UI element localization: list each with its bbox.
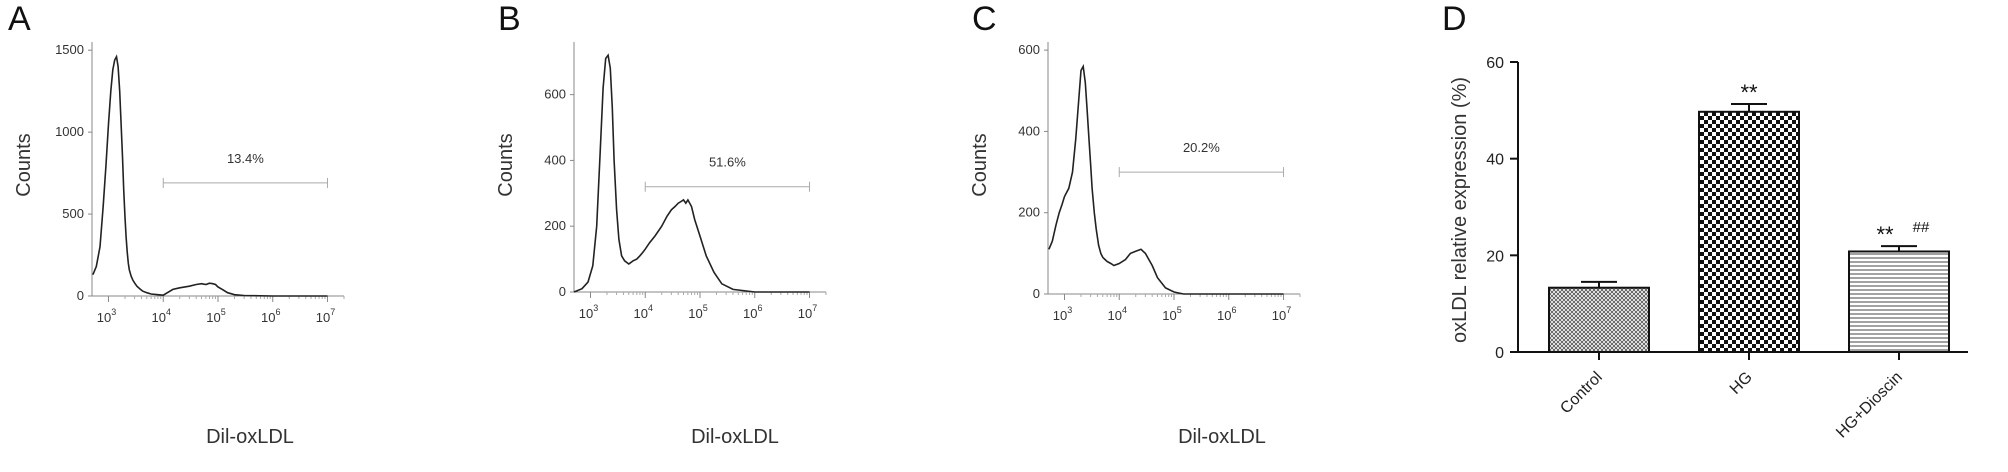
x-tick-label-c: 103 [1053, 305, 1072, 323]
x-tick-label-b: 105 [688, 303, 707, 321]
y-tick-label-d: 20 [1486, 248, 1504, 265]
significance-mark: ** [1740, 80, 1758, 105]
y-tick-label-a: 1000 [55, 124, 84, 139]
y-axis-label-a: Counts [13, 133, 35, 196]
x-tick-label-b: 107 [798, 303, 817, 321]
y-tick-label-c: 200 [1018, 205, 1040, 220]
histogram-line-b [573, 53, 810, 293]
histogram-line-c [1048, 63, 1284, 295]
x-tick-label-a: 103 [97, 307, 116, 325]
y-tick-label-b: 0 [559, 284, 566, 299]
x-tick-label-b: 103 [579, 303, 598, 321]
y-tick-label-d: 0 [1495, 345, 1504, 362]
significance-mark: ** [1876, 222, 1894, 247]
x-axis-label-b: Dil-oxLDL [691, 426, 779, 448]
bar-control [1548, 286, 1650, 354]
y-axis-label-c: Counts [969, 133, 991, 196]
y-tick-label-c: 600 [1018, 42, 1040, 57]
x-tick-label-c: 106 [1217, 305, 1236, 323]
x-tick-label-b: 104 [633, 303, 652, 321]
x-tick-label-a: 106 [261, 307, 280, 325]
x-tick-label-a: 105 [206, 307, 225, 325]
gate-label-a: 13.4% [227, 151, 264, 166]
category-label: HG [1727, 369, 1756, 398]
panel-letter-d: D [1442, 0, 1467, 38]
category-label: Control [1557, 369, 1605, 417]
category-label: HG+Dioscin [1833, 369, 1906, 442]
gate-label-b: 51.6% [709, 155, 746, 170]
y-tick-label-b: 400 [544, 152, 566, 167]
panel-b-histogram: B Counts Dil-oxLDL 0 200 400 600 103 104 105 10… [495, 0, 827, 448]
x-axis-label-c: Dil-oxLDL [1178, 426, 1266, 448]
panel-a-histogram: A Counts Dil-oxLDL 0 500 1000 1500 103 104 105… [8, 0, 345, 448]
gate-label-c: 20.2% [1183, 140, 1220, 155]
bar-hg-dioscin [1848, 250, 1950, 353]
panel-d-bar-chart: D oxLDL relative expression (%) 0204060 … [1442, 0, 1968, 442]
y-tick-label-d: 40 [1486, 152, 1504, 169]
panel-letter-a: A [8, 0, 31, 38]
x-tick-label-c: 105 [1162, 305, 1181, 323]
y-tick-label-a: 1500 [55, 42, 84, 57]
y-tick-label-c: 0 [1033, 286, 1040, 301]
panel-c-histogram: C Counts Dil-oxLDL 0 200 400 600 103 104 105 10… [969, 0, 1301, 448]
y-axis-label-b: Counts [495, 133, 517, 196]
x-tick-label-a: 107 [316, 307, 335, 325]
y-tick-label-a: 500 [62, 206, 84, 221]
y-tick-label-b: 600 [544, 87, 566, 102]
y-tick-label-b: 200 [544, 218, 566, 233]
panel-letter-b: B [498, 0, 521, 38]
x-tick-label-b: 106 [743, 303, 762, 321]
y-tick-label-a: 0 [77, 288, 84, 303]
y-axis-label-d: oxLDL relative expression (%) [1449, 77, 1471, 343]
x-tick-label-c: 107 [1272, 305, 1291, 323]
y-tick-label-d: 60 [1486, 55, 1504, 72]
y-tick-label-c: 400 [1018, 123, 1040, 138]
panel-letter-c: C [972, 0, 997, 38]
histogram-line-a [92, 54, 328, 297]
x-tick-label-c: 104 [1107, 305, 1126, 323]
x-axis-label-a: Dil-oxLDL [206, 426, 294, 448]
bar-hg [1698, 110, 1800, 353]
x-tick-label-a: 104 [151, 307, 170, 325]
significance-mark-secondary: ## [1913, 219, 1930, 236]
